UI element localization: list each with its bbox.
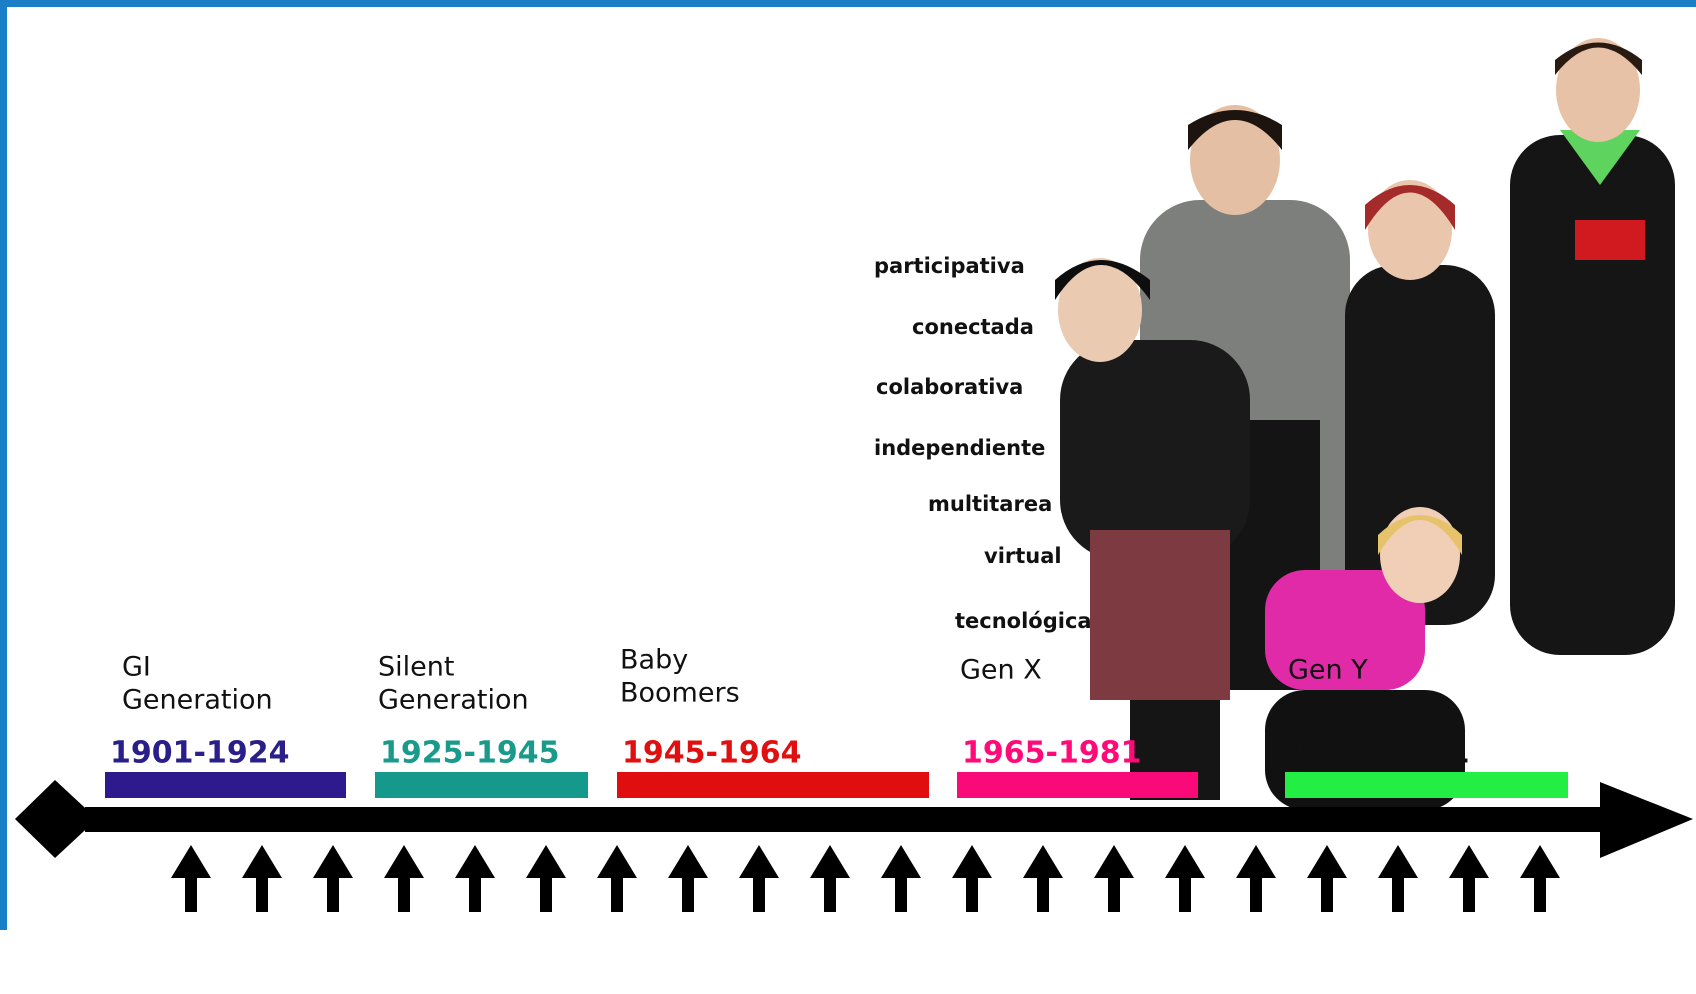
up-arrow bbox=[171, 845, 211, 912]
generation-bar bbox=[957, 772, 1198, 798]
up-arrow bbox=[881, 845, 921, 912]
trait-label: virtual bbox=[984, 544, 1062, 568]
trait-label: tecnológica bbox=[955, 609, 1092, 633]
people-photo bbox=[1055, 38, 1675, 810]
generation-name: Gen X bbox=[960, 655, 1042, 686]
generation-name: Baby bbox=[620, 645, 688, 676]
trait-label: participativa bbox=[874, 254, 1025, 278]
up-arrow bbox=[526, 845, 566, 912]
generation-name: Gen Y bbox=[1288, 655, 1368, 686]
left-border bbox=[0, 0, 7, 930]
trait-label: independiente bbox=[874, 436, 1045, 460]
generation-name: Generation bbox=[378, 685, 529, 716]
generation-years: 1925-1945 bbox=[380, 736, 559, 771]
up-arrow bbox=[1307, 845, 1347, 912]
trait-label: colaborativa bbox=[876, 375, 1023, 399]
generation-name: Silent bbox=[378, 652, 454, 683]
trait-label: conectada bbox=[912, 315, 1034, 339]
generation-years: 1965-1981 bbox=[962, 736, 1141, 771]
generation-bar bbox=[375, 772, 588, 798]
up-arrow bbox=[952, 845, 992, 912]
up-arrow bbox=[1449, 845, 1489, 912]
up-arrow bbox=[1094, 845, 1134, 912]
generation-years: 1981-2001 bbox=[1290, 736, 1469, 771]
up-arrow bbox=[1378, 845, 1418, 912]
timeline-line bbox=[85, 807, 1605, 832]
top-border bbox=[0, 0, 1696, 7]
up-arrow bbox=[455, 845, 495, 912]
up-arrow bbox=[1023, 845, 1063, 912]
up-arrow bbox=[1236, 845, 1276, 912]
up-arrow bbox=[1165, 845, 1205, 912]
trait-label: multitarea bbox=[928, 492, 1052, 516]
up-arrow bbox=[810, 845, 850, 912]
timeline bbox=[15, 780, 1693, 858]
generation-bar bbox=[1285, 772, 1568, 798]
timeline-start bbox=[15, 780, 97, 858]
up-arrow bbox=[739, 845, 779, 912]
up-arrow bbox=[384, 845, 424, 912]
generation-bar bbox=[105, 772, 346, 798]
up-arrow bbox=[668, 845, 708, 912]
generation-years: 1945-1964 bbox=[622, 736, 801, 771]
generation-bar bbox=[617, 772, 929, 798]
up-arrow bbox=[1520, 845, 1560, 912]
up-arrow bbox=[242, 845, 282, 912]
generation-years: 1901-1924 bbox=[110, 736, 289, 771]
up-arrow bbox=[597, 845, 637, 912]
generation-name: Boomers bbox=[620, 678, 740, 709]
up-arrow bbox=[313, 845, 353, 912]
generation-name: GI bbox=[122, 652, 151, 683]
timeline-arrowhead bbox=[1600, 782, 1693, 858]
generation-name: Generation bbox=[122, 685, 273, 716]
